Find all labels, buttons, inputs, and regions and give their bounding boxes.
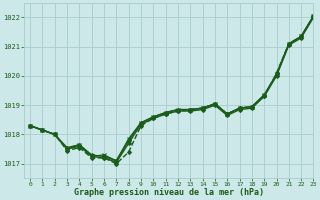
X-axis label: Graphe pression niveau de la mer (hPa): Graphe pression niveau de la mer (hPa) [74, 188, 264, 197]
